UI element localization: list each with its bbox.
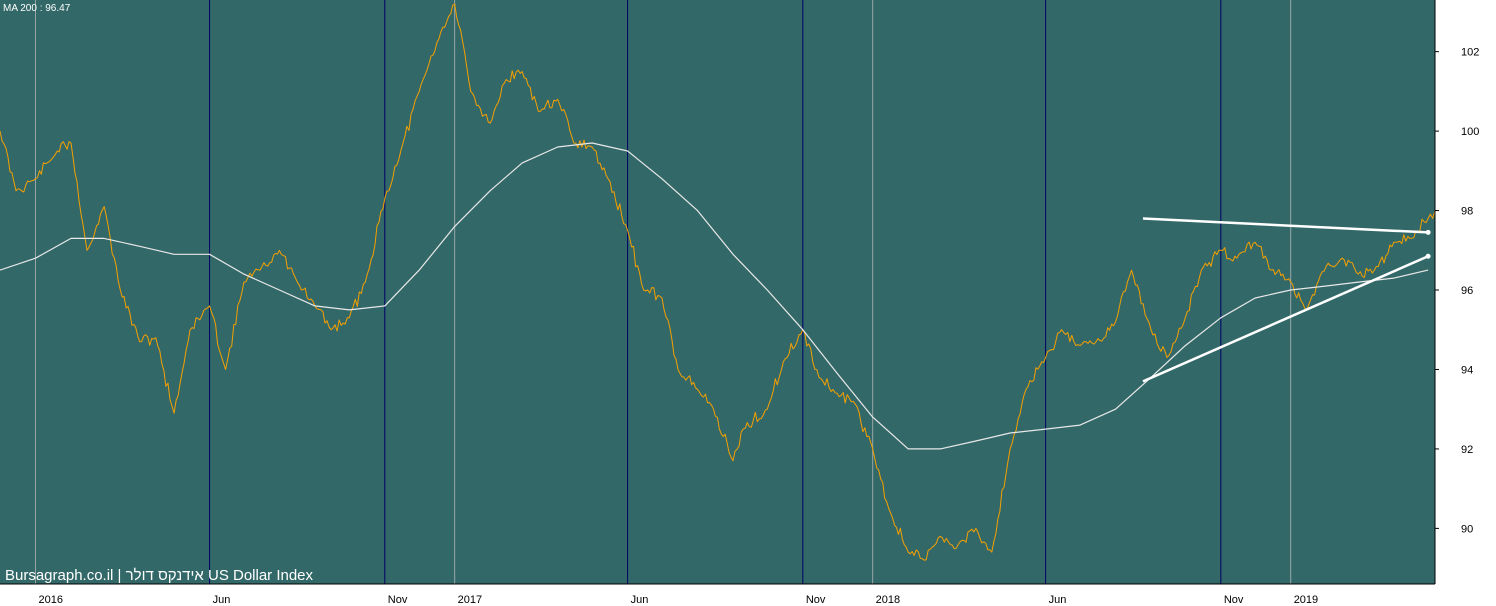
lower-trendline-endpoint [1425, 253, 1431, 259]
y-tick-label: 94 [1461, 364, 1473, 376]
indicator-label: MA 200 : 96.47 [3, 3, 71, 14]
y-tick-label: 102 [1461, 47, 1479, 59]
x-tick-label: Jun [631, 594, 649, 606]
x-tick-label: Nov [806, 594, 826, 606]
x-tick-label: 2018 [876, 594, 900, 606]
plot-background [0, 0, 1435, 584]
y-tick-label: 96 [1461, 285, 1473, 297]
x-tick-label: Nov [388, 594, 408, 606]
y-tick-label: 92 [1461, 444, 1473, 456]
y-tick-label: 98 [1461, 206, 1473, 218]
x-tick-label: Jun [213, 594, 231, 606]
gridlines [35, 0, 1292, 584]
x-axis: 2016 Jun Nov 2017 Jun Nov 2018 Jun Nov 2019 [39, 594, 1319, 606]
y-axis: 90 92 94 96 98 100 102 [1435, 47, 1479, 535]
x-axis-panel [0, 584, 1496, 606]
y-axis-panel [1435, 0, 1496, 606]
x-tick-label: 2016 [39, 594, 63, 606]
upper-trendline-endpoint [1425, 229, 1431, 235]
x-tick-label: 2017 [458, 594, 482, 606]
chart-title: Bursagraph.co.il | אידנקס דולר US Dollar… [5, 567, 314, 584]
x-tick-label: Jun [1049, 594, 1067, 606]
series-layer [0, 3, 1436, 561]
x-tick-label: Nov [1224, 594, 1244, 606]
x-tick-label: 2019 [1294, 594, 1318, 606]
y-tick-label: 90 [1461, 523, 1473, 535]
y-tick-label: 100 [1461, 126, 1479, 138]
upper-trendline [1142, 217, 1429, 234]
series-line-us-dollar-index [0, 3, 1436, 561]
trendlines [1142, 217, 1431, 383]
lower-trendline [1142, 255, 1429, 383]
series-line-ma-200 [0, 142, 1429, 450]
